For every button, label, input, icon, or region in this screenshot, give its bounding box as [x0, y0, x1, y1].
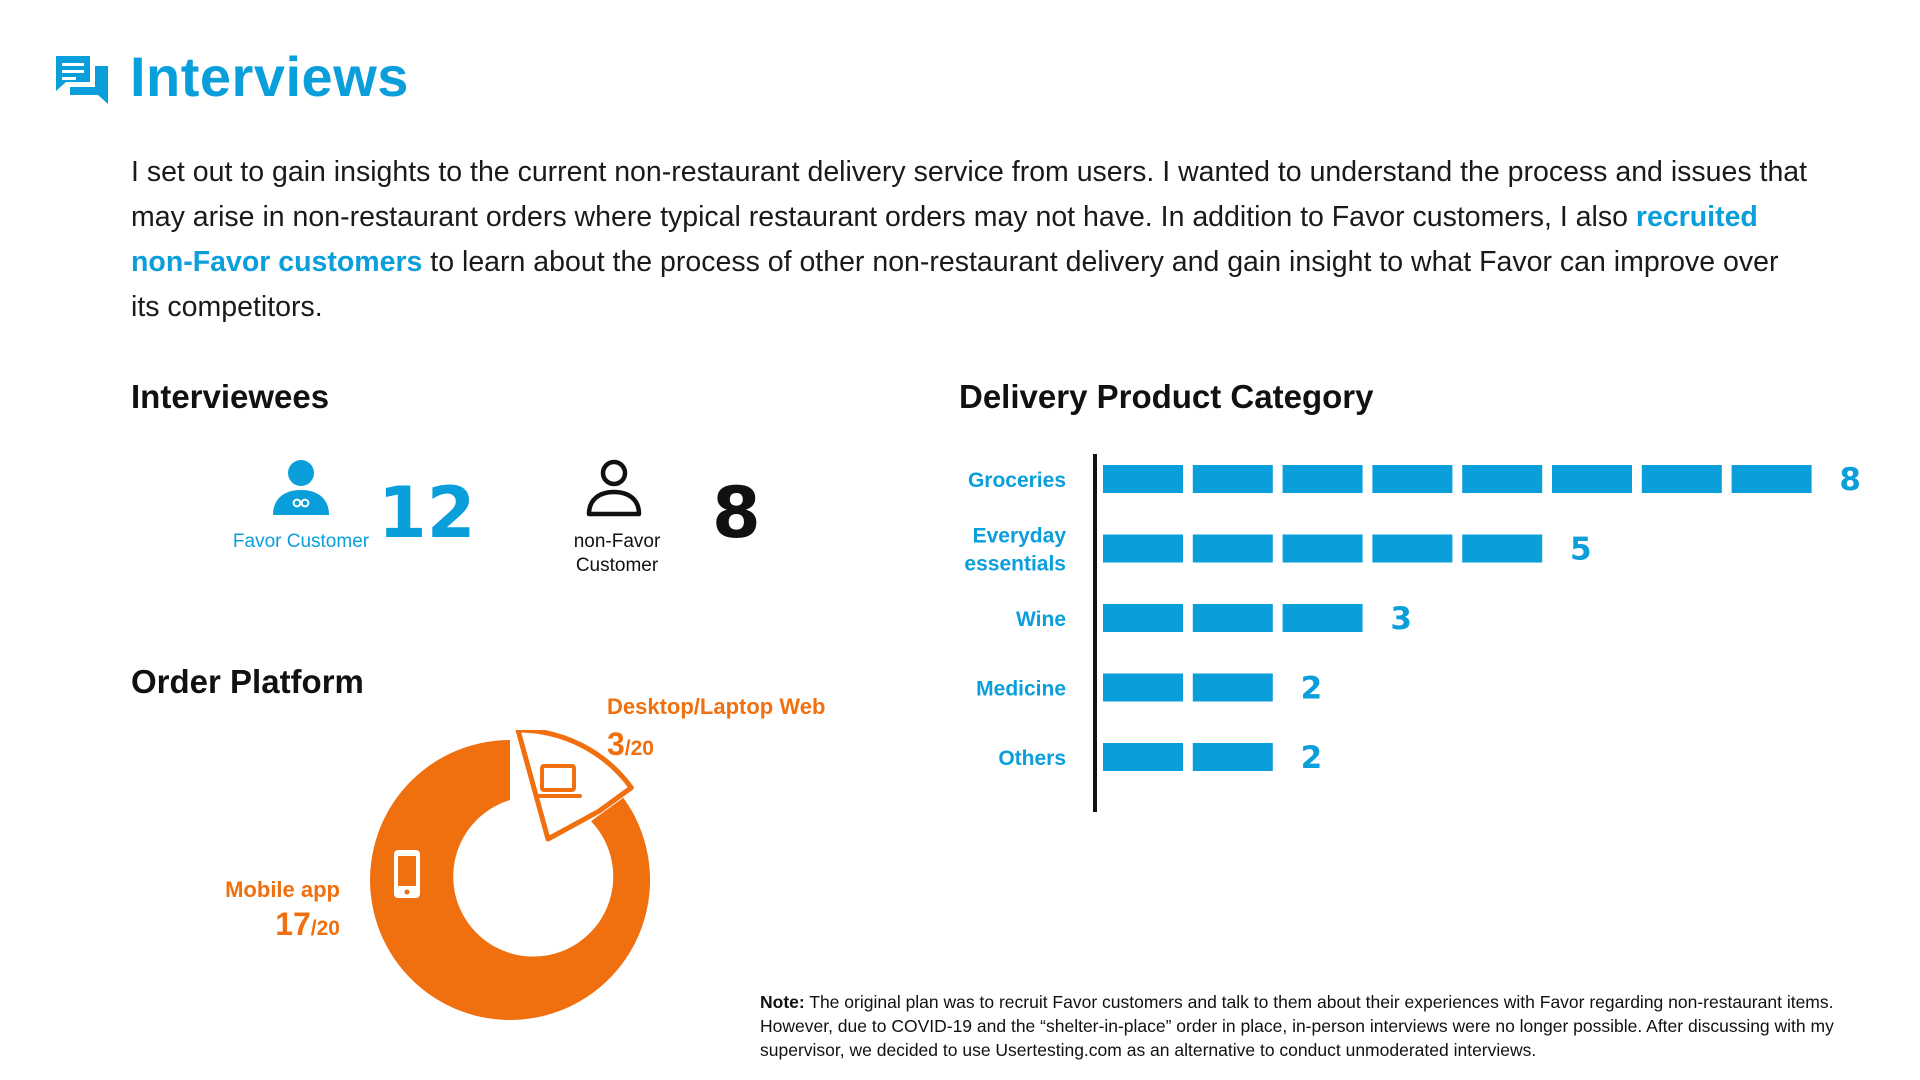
laptop-icon — [534, 764, 582, 798]
intro-text-before: I set out to gain insights to the curren… — [131, 156, 1808, 233]
intro-highlight: recruited non-Favor customers — [131, 201, 1758, 278]
desktop-web-total: /20 — [624, 737, 654, 760]
bar-block — [1462, 534, 1543, 563]
bar-block — [1103, 743, 1183, 771]
bar-block — [1731, 465, 1812, 493]
desktop-web-value: 3 — [607, 726, 625, 762]
bar-value-label: 3 — [1390, 601, 1412, 637]
desktop-web-label: Desktop/Laptop Web — [607, 694, 826, 719]
bar-block — [1462, 465, 1543, 493]
desktop-web-fraction: 3/20 — [607, 726, 654, 763]
intro-paragraph: I set out to gain insights to the curren… — [131, 150, 1811, 330]
category-label: Others — [998, 747, 1066, 770]
bar-block — [1192, 743, 1273, 771]
bar-value-label: 8 — [1839, 462, 1861, 498]
favor-customer-count: 12 — [378, 472, 476, 554]
person-outline-icon — [586, 459, 642, 517]
mobile-app-fraction: 17/20 — [220, 906, 340, 943]
bar-block — [1103, 465, 1183, 493]
bar-block — [1372, 534, 1453, 563]
order-platform-title: Order Platform — [131, 663, 364, 700]
bar-block — [1372, 465, 1453, 493]
note-text: The original plan was to recruit Favor c… — [760, 992, 1834, 1060]
delivery-category-chart: Groceries 8 Everyday essentials 5 Wine 3 Medici… — [964, 454, 1861, 812]
order-platform-donut — [370, 730, 651, 1020]
bar-block — [1192, 534, 1273, 563]
mobile-app-label: Mobile app — [225, 877, 340, 902]
chat-bubbles-icon — [56, 56, 108, 104]
bar-value-label: 2 — [1301, 740, 1323, 776]
note-label: Note: — [760, 992, 805, 1012]
intro-text-after: to learn about the process of other non-… — [131, 246, 1779, 323]
bar-block — [1192, 465, 1273, 493]
favor-customer-icon — [273, 460, 329, 515]
bar-block — [1103, 673, 1183, 702]
category-label: Medicine — [976, 678, 1066, 701]
non-favor-customer-label: non-Favor Customer — [573, 531, 661, 576]
mobile-app-value: 17 — [275, 906, 311, 942]
bar-block — [1282, 604, 1363, 632]
bar-block — [1103, 534, 1183, 563]
category-label: Wine — [1016, 608, 1066, 631]
bar-block — [1282, 534, 1363, 563]
bar-block — [1103, 604, 1183, 632]
bar-block — [1192, 673, 1273, 702]
footnote: Note: The original plan was to recruit F… — [760, 990, 1910, 1062]
non-favor-customer-count: 8 — [712, 472, 761, 554]
mobile-app-total: /20 — [310, 917, 340, 940]
donut-slice-mobile — [370, 740, 651, 1020]
interviewees-title: Interviewees — [131, 378, 330, 415]
mobile-phone-icon — [394, 850, 420, 898]
bar-value-label: 5 — [1570, 532, 1592, 568]
favor-customer-label: Favor Customer — [232, 531, 370, 552]
page-title: Interviews — [130, 45, 409, 108]
category-label: Everyday essentials — [964, 525, 1066, 576]
bar-block — [1552, 465, 1632, 493]
category-label: Groceries — [968, 469, 1066, 492]
bar-block — [1192, 604, 1273, 632]
bar-value-label: 2 — [1301, 671, 1323, 707]
bar-block — [1282, 465, 1363, 493]
bar-block — [1641, 465, 1722, 493]
delivery-category-title: Delivery Product Category — [959, 378, 1374, 415]
